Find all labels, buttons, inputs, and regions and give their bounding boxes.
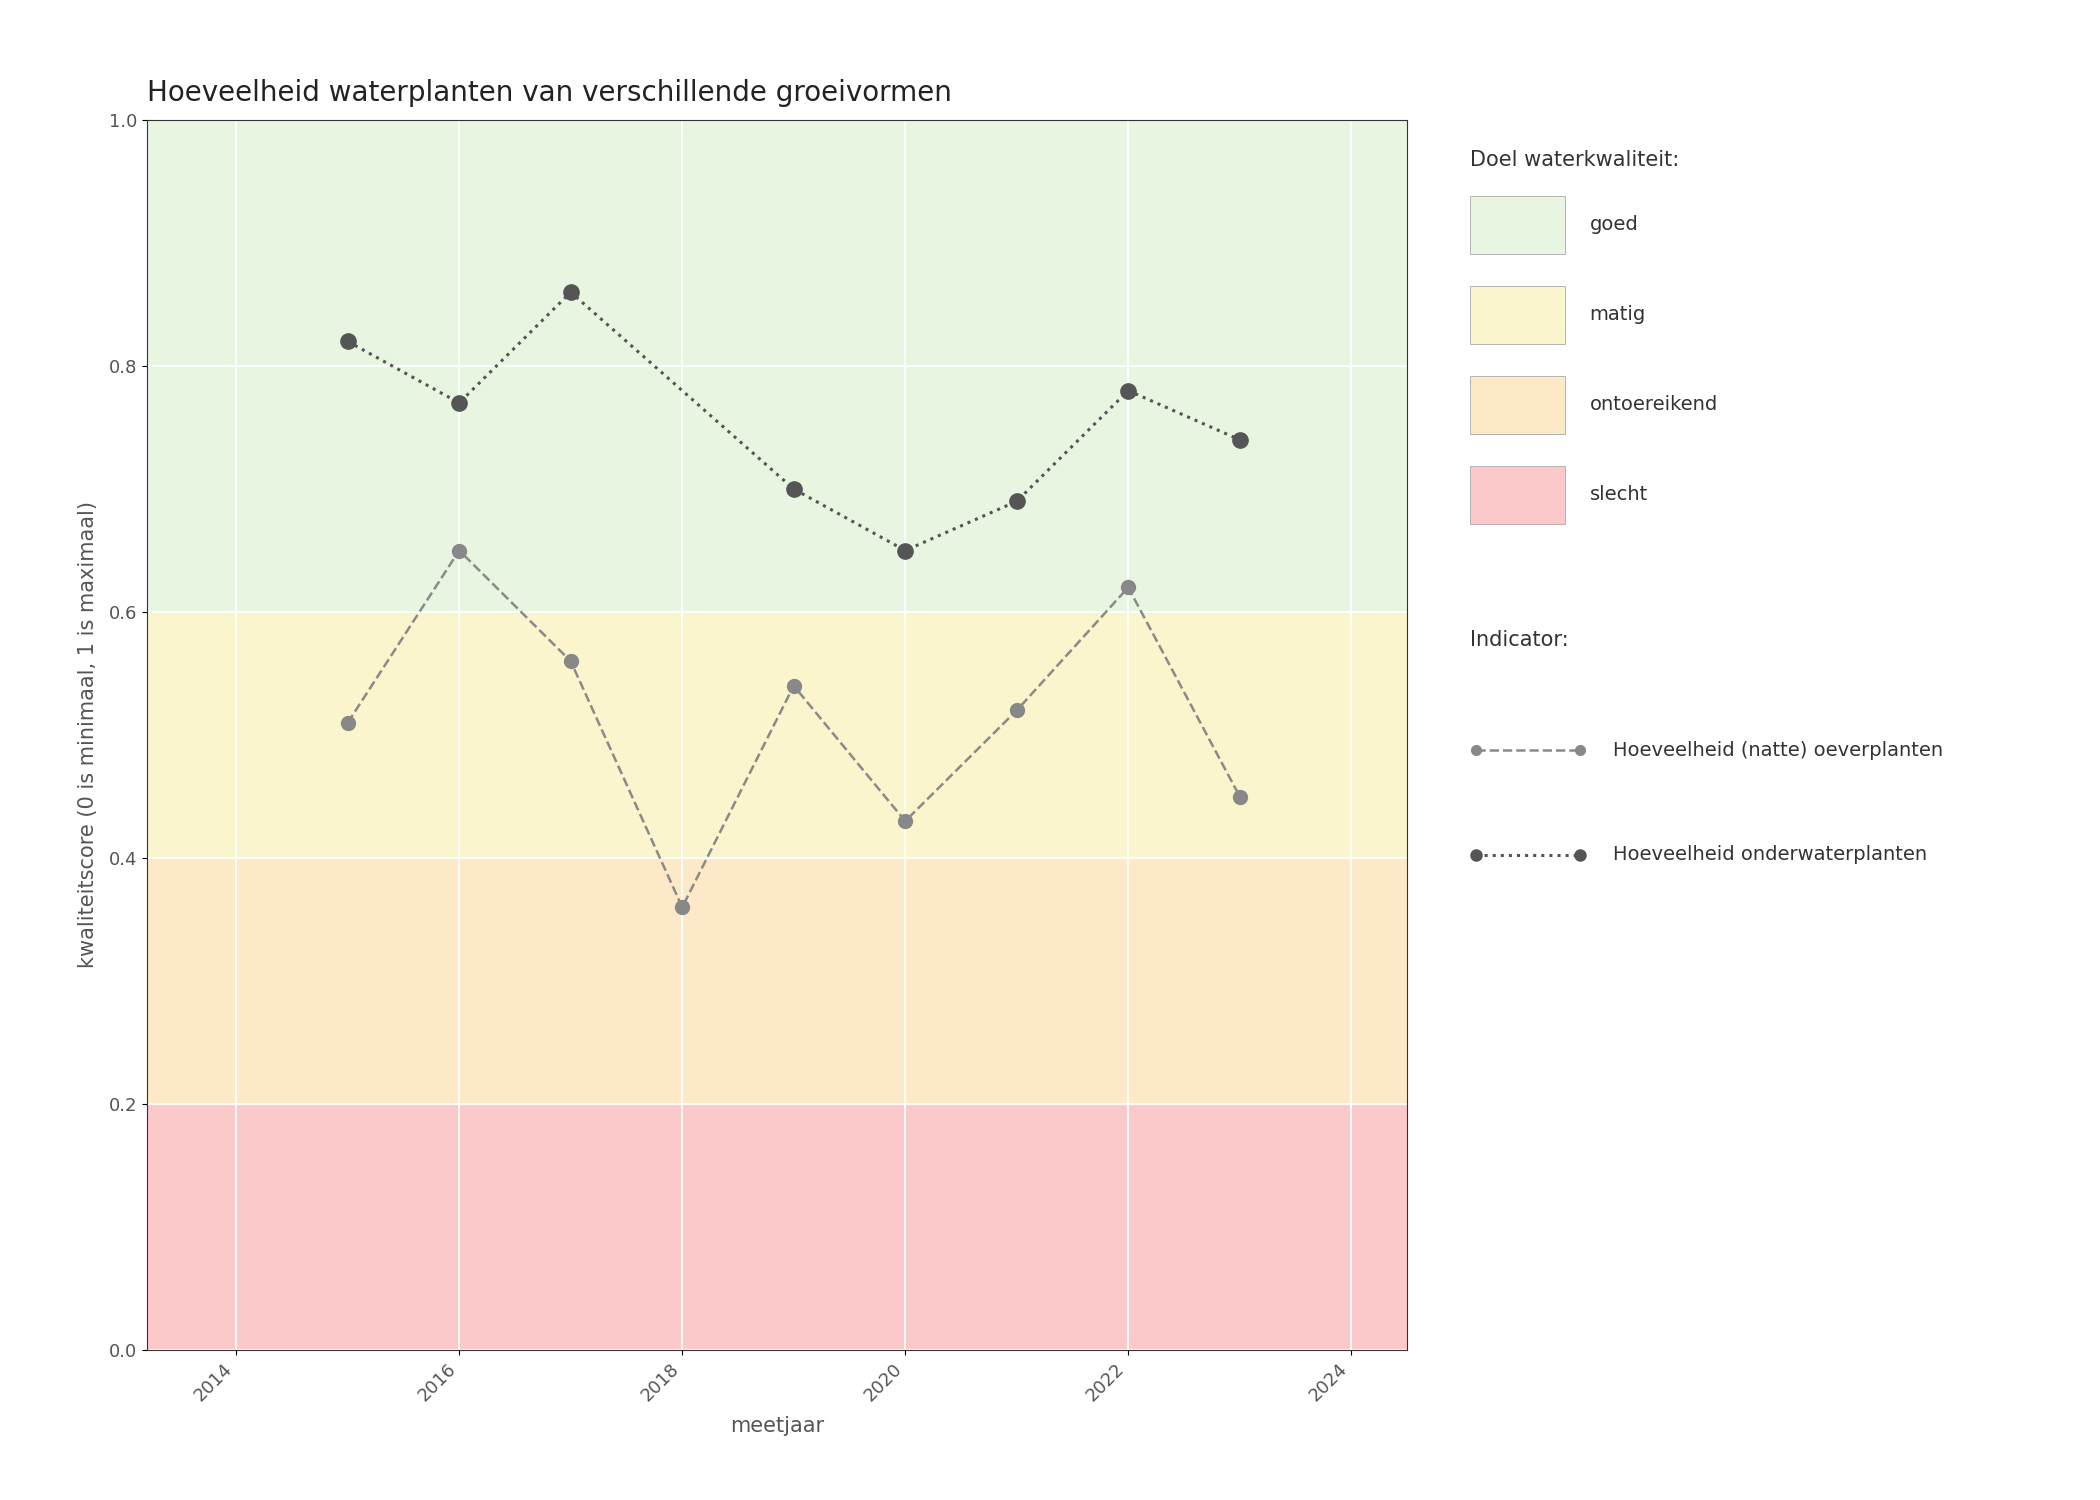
Text: slecht: slecht — [1590, 486, 1648, 504]
X-axis label: meetjaar: meetjaar — [731, 1416, 823, 1436]
Text: Hoeveelheid onderwaterplanten: Hoeveelheid onderwaterplanten — [1613, 846, 1928, 864]
Bar — [147, 612, 1407, 858]
Text: Indicator:: Indicator: — [1470, 630, 1569, 650]
Bar — [147, 858, 1407, 1104]
Text: ontoereikend: ontoereikend — [1590, 396, 1718, 414]
Text: goed: goed — [1590, 216, 1638, 234]
Bar — [147, 108, 1407, 612]
Text: Hoeveelheid waterplanten van verschillende groeivormen: Hoeveelheid waterplanten van verschillen… — [147, 78, 951, 106]
Y-axis label: kwaliteitscore (0 is minimaal, 1 is maximaal): kwaliteitscore (0 is minimaal, 1 is maxi… — [78, 501, 99, 969]
Text: matig: matig — [1590, 306, 1646, 324]
Text: Hoeveelheid (natte) oeverplanten: Hoeveelheid (natte) oeverplanten — [1613, 741, 1942, 759]
Text: Doel waterkwaliteit:: Doel waterkwaliteit: — [1470, 150, 1680, 170]
Bar — [147, 1104, 1407, 1350]
